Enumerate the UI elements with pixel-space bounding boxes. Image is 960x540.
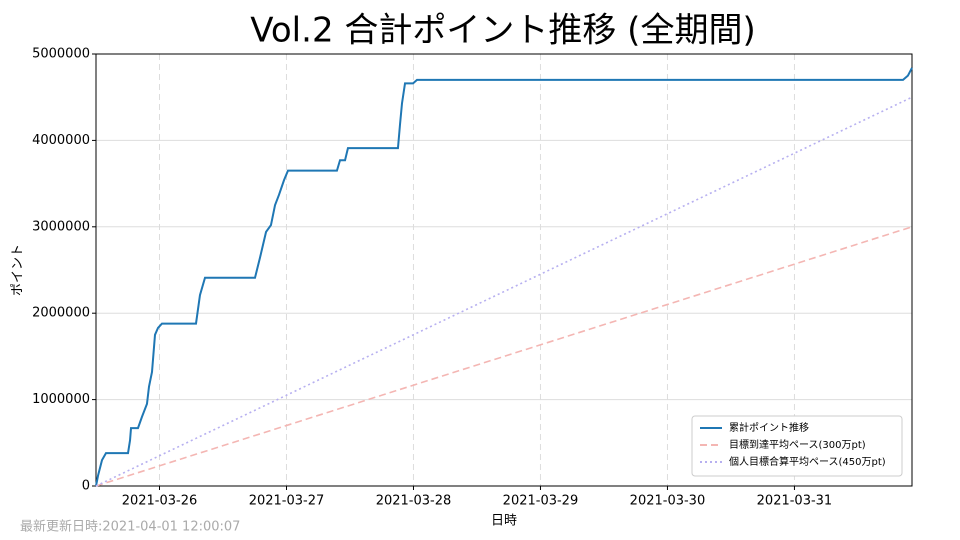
- y-tick-label: 3000000: [32, 219, 90, 234]
- y-tick-label: 1000000: [32, 392, 90, 407]
- series-line: [95, 96, 913, 487]
- x-tick-label: 2021-03-31: [757, 494, 833, 509]
- footer: 最新更新日時:2021-04-01 12:00:07: [20, 519, 240, 535]
- legend-label: 累計ポイント推移: [729, 421, 809, 434]
- x-tick-label: 2021-03-26: [122, 494, 198, 509]
- y-tick-label: 4000000: [32, 133, 90, 148]
- y-tick-label: 5000000: [32, 47, 90, 62]
- legend-label: 個人目標合算平均ペース(450万pt): [729, 455, 886, 468]
- y-tick-label: 0: [82, 479, 90, 494]
- series-line: [95, 67, 913, 487]
- x-tick-label: 2021-03-29: [503, 494, 579, 509]
- y-axis-label: ポイント: [11, 244, 26, 296]
- x-axis-label: 日時: [491, 514, 517, 529]
- x-tick-label: 2021-03-30: [630, 494, 706, 509]
- x-tick-label: 2021-03-28: [376, 494, 452, 509]
- plot-frame: [95, 53, 913, 487]
- y-tick-label: 2000000: [32, 306, 90, 321]
- chart-title: Vol.2 合計ポイント推移 (全期間): [250, 11, 755, 51]
- legend-label: 目標到達平均ペース(300万pt): [729, 438, 866, 451]
- legend-box: [691, 415, 903, 477]
- x-tick-label: 2021-03-27: [249, 494, 325, 509]
